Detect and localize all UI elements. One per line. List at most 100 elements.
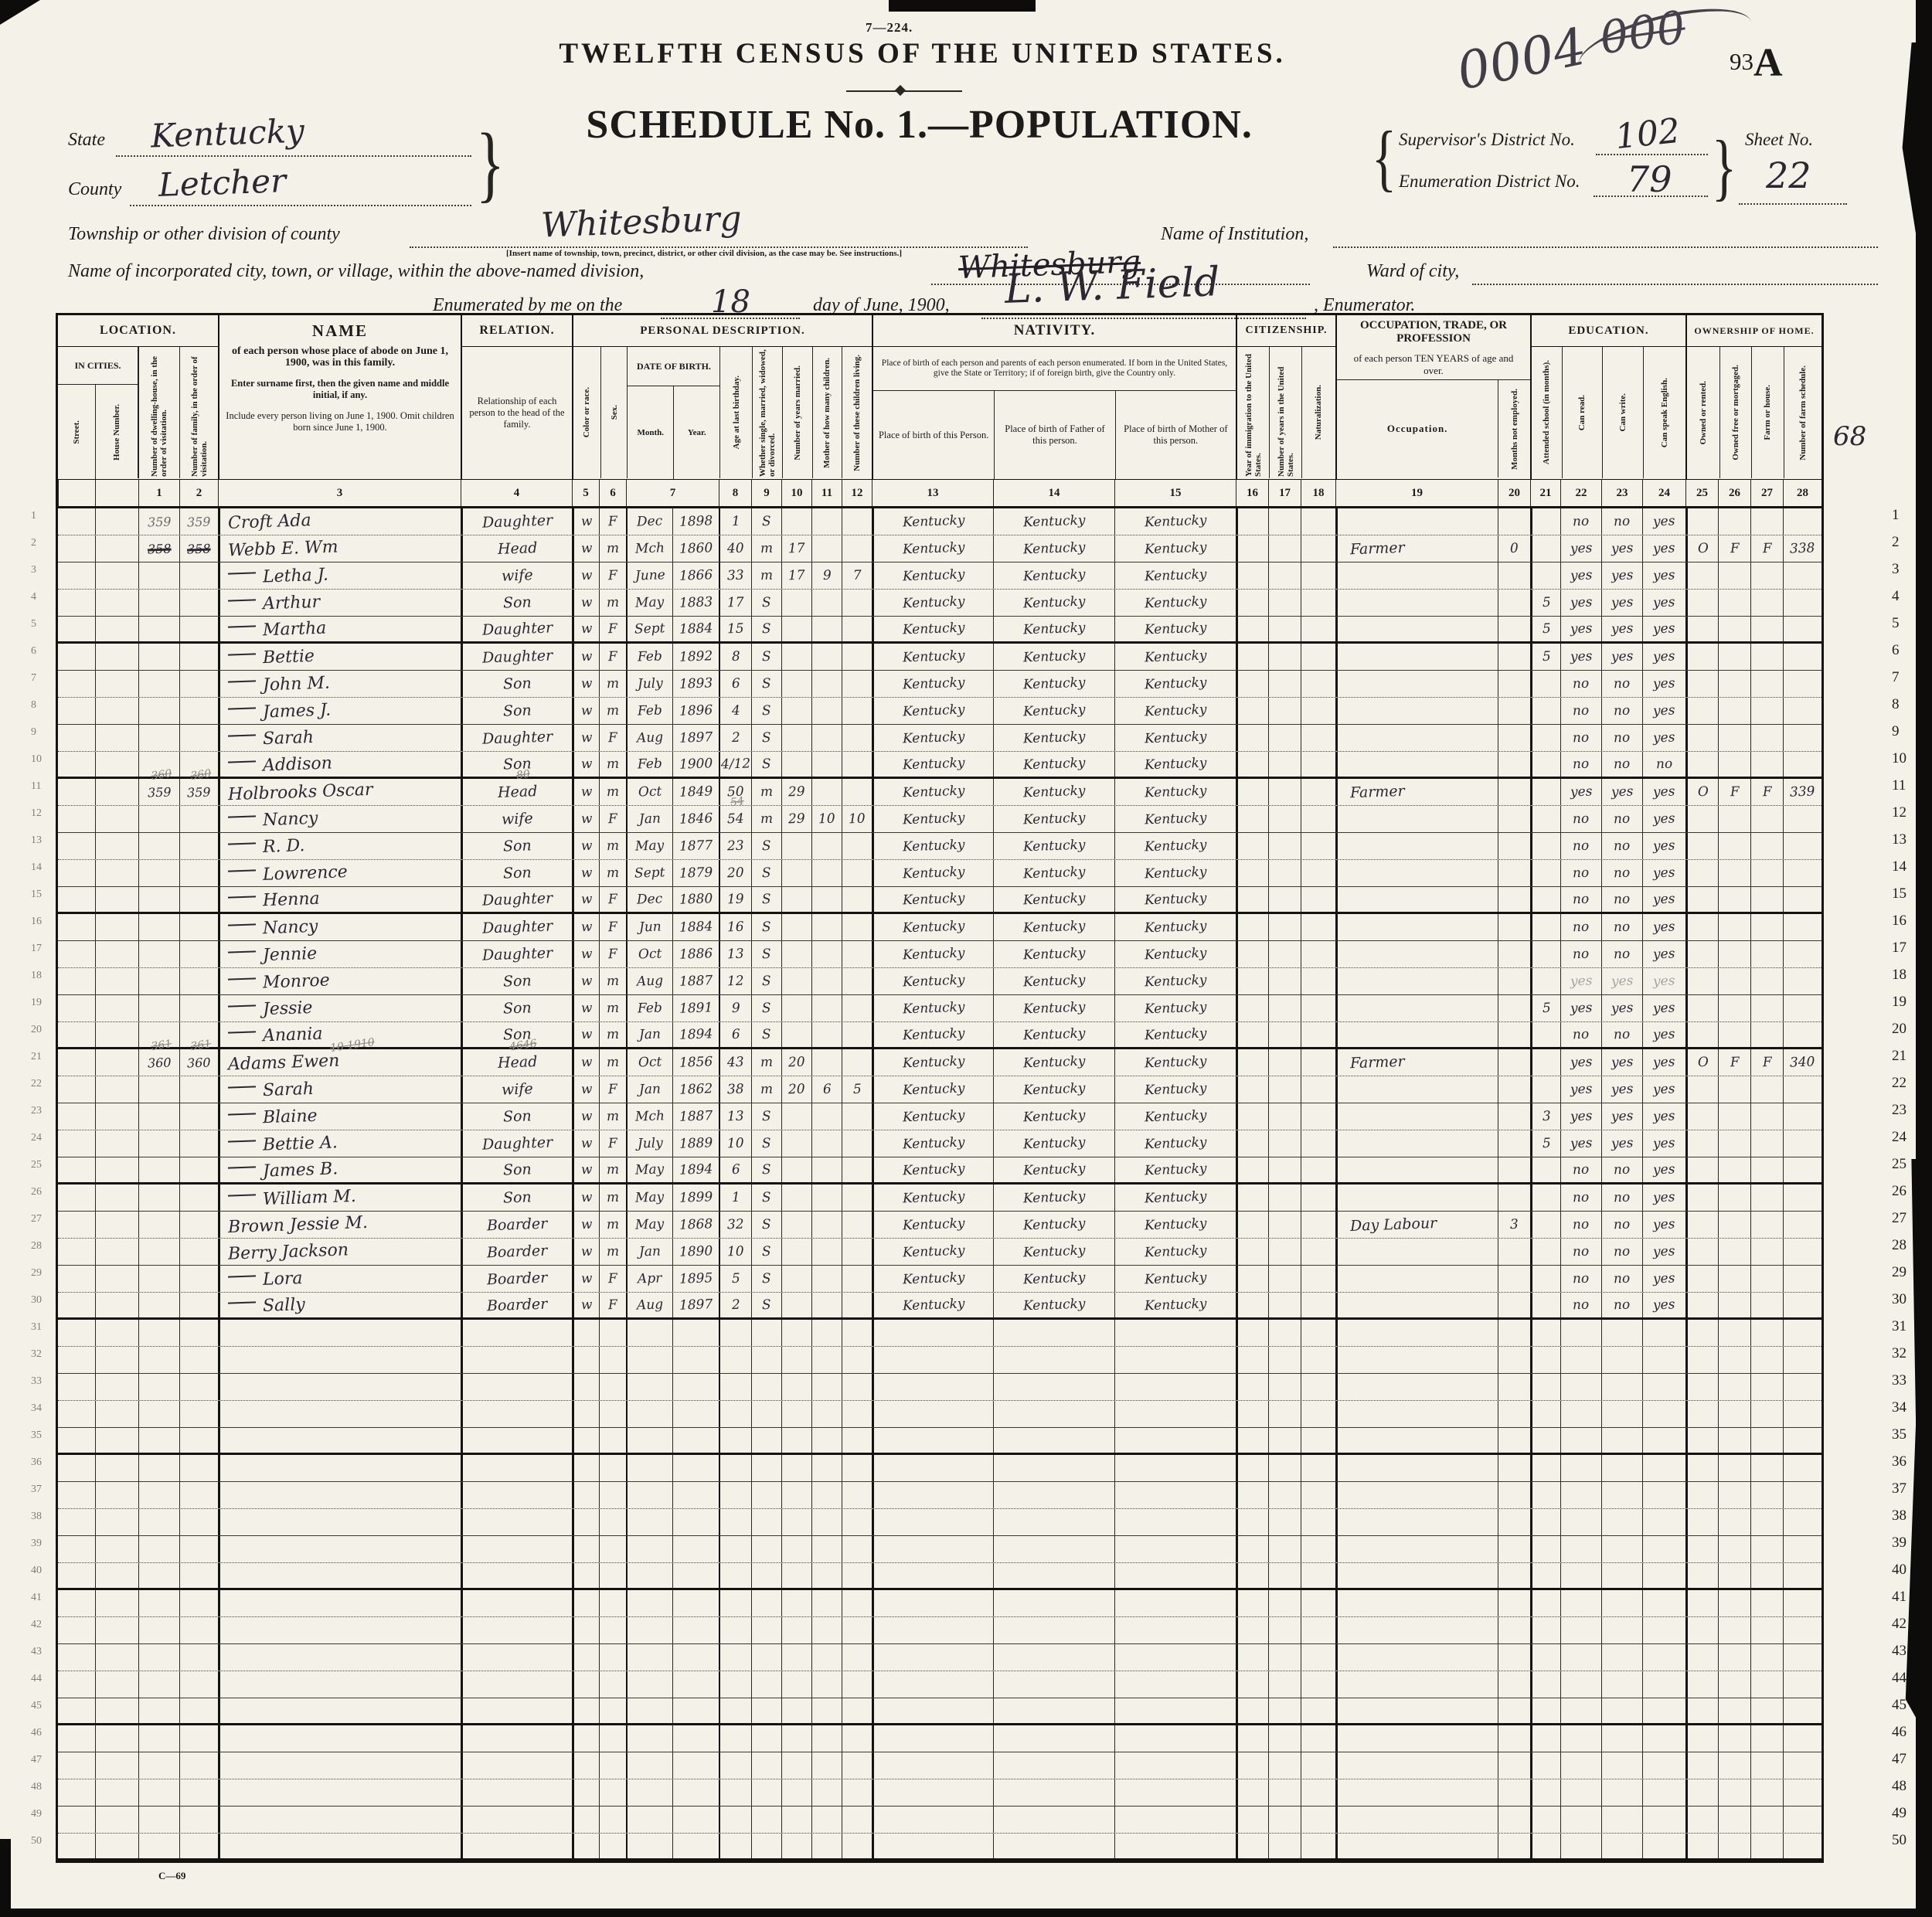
handwritten-pobf: Kentucky — [1022, 539, 1086, 558]
cell-month: July — [626, 671, 672, 697]
cell-age — [719, 1617, 751, 1643]
cell-nat — [1301, 1049, 1335, 1076]
cell-name: Webb E. Wm — [218, 535, 461, 562]
cell-sched — [1783, 1644, 1821, 1671]
cell-pobm: Kentucky — [1114, 1157, 1236, 1182]
table-row: Sarah Daughter w F Aug 1897 2 S Kentucky Kentucky… — [58, 725, 1821, 752]
cell-month: Jan — [626, 1076, 672, 1103]
cell-living — [842, 995, 872, 1021]
cell-free — [1718, 563, 1750, 589]
ditto-dash — [227, 869, 257, 872]
cell-yrsus — [1268, 1590, 1301, 1616]
cell-dw: 360 361 — [138, 1038, 179, 1076]
handwritten-rel: Head — [497, 539, 538, 558]
cell-living — [842, 617, 872, 641]
cell-age: 33 — [719, 563, 751, 589]
cell-write: no — [1601, 752, 1642, 777]
row-number-left: 36 — [31, 1456, 42, 1468]
cell-pob: Kentucky — [872, 671, 993, 697]
cell-rel: Son — [461, 1103, 572, 1130]
col-house-label: House Number. — [111, 403, 121, 461]
handwritten-pobf: Kentucky — [1022, 1134, 1086, 1153]
cell-mar — [751, 1725, 781, 1752]
cell-own — [1685, 1536, 1718, 1562]
relation-sub: Relationship of each person to the head … — [469, 395, 565, 430]
handwritten-pobf: Kentucky — [1022, 1161, 1086, 1179]
handwritten-read: no — [1573, 891, 1590, 908]
cell-nat — [1301, 1239, 1335, 1265]
handwritten-mar: S — [761, 865, 772, 882]
cell-living — [842, 1563, 872, 1588]
cell-farm — [1750, 671, 1783, 697]
cell-sex — [599, 1671, 626, 1698]
handwritten-name: Adams Ewen — [227, 1050, 340, 1075]
cell-yrsm — [781, 1779, 811, 1806]
cell-living — [842, 968, 872, 994]
handwritten-yrsm: 20 — [787, 1081, 806, 1098]
handwritten-speak: yes — [1652, 1026, 1676, 1043]
handwritten-speak: yes — [1652, 1243, 1676, 1260]
handwritten-age: 2 — [731, 729, 740, 746]
cell-pobf: Kentucky — [993, 1266, 1114, 1292]
cell-speak — [1642, 1590, 1685, 1616]
cell-imm — [1236, 1212, 1268, 1238]
cell-mar: S — [751, 1103, 781, 1130]
handwritten-month: Dec — [637, 513, 663, 530]
cell-fam — [179, 1644, 218, 1671]
row-number-left: 16 — [31, 916, 42, 927]
cell-age: 19 — [719, 887, 751, 912]
cell-read: no — [1560, 1239, 1601, 1265]
handwritten-speak: yes — [1652, 946, 1676, 963]
cell-read — [1560, 1455, 1601, 1481]
cell-rel: wife — [461, 806, 572, 832]
enumerated-day-line — [661, 317, 800, 319]
cell-pob: Kentucky — [872, 914, 993, 940]
table-row: Berry Jackson Boarder w m Jan 1890 10 S Kentucky… — [58, 1239, 1821, 1266]
column-number: 23 — [1601, 480, 1642, 506]
row-number-left: 49 — [31, 1808, 42, 1820]
cell-write — [1601, 1698, 1642, 1723]
row-number-left: 25 — [31, 1159, 42, 1171]
handwritten-age: 20 — [726, 865, 745, 882]
cell-free — [1718, 590, 1750, 616]
page-number: 93A — [1730, 40, 1783, 86]
row-number-right: 16 — [1892, 913, 1906, 929]
name-sub: of each person whose place of abode on J… — [231, 345, 448, 369]
cell-sex — [599, 1509, 626, 1535]
cell-street — [58, 1617, 95, 1643]
handwritten-sex: F — [607, 1135, 618, 1152]
cell-occ — [1335, 833, 1498, 859]
col-occupation-label: Occupation. — [1386, 423, 1448, 434]
cell-mother — [811, 1401, 842, 1427]
supervisor-line — [1596, 153, 1708, 155]
table-row — [58, 1671, 1821, 1698]
cell-rel — [461, 1563, 572, 1588]
cell-year: 1862 — [672, 1076, 719, 1103]
row-number-left: 50 — [31, 1835, 42, 1847]
handwritten-rel: wife — [501, 810, 534, 828]
cell-school — [1530, 941, 1560, 967]
cell-street — [58, 1455, 95, 1481]
cell-nat — [1301, 1509, 1335, 1535]
cell-pobf: Kentucky — [993, 1103, 1114, 1130]
col-children-living-label: Number of these children living. — [852, 354, 862, 471]
cell-age — [719, 1698, 751, 1723]
handwritten-read: no — [1573, 946, 1590, 963]
cell-street — [58, 752, 95, 777]
row-number-right: 28 — [1892, 1237, 1906, 1253]
ward-line — [1472, 283, 1878, 285]
cell-month — [626, 1698, 672, 1723]
cell-occ — [1335, 1725, 1498, 1752]
cell-mother — [811, 1617, 842, 1643]
cell-race: w — [572, 860, 599, 886]
cell-pob — [872, 1320, 993, 1346]
cell-sex: F — [599, 644, 626, 670]
cell-dw — [138, 1130, 179, 1157]
cell-occ — [1335, 1374, 1498, 1400]
cell-nat — [1301, 1644, 1335, 1671]
enumerated-prefix: Enumerated by me on the — [433, 295, 623, 315]
ward-label: Ward of city, — [1366, 261, 1460, 281]
cell-race: w — [572, 1239, 599, 1265]
cell-school — [1530, 508, 1560, 535]
cell-write — [1601, 1617, 1642, 1643]
